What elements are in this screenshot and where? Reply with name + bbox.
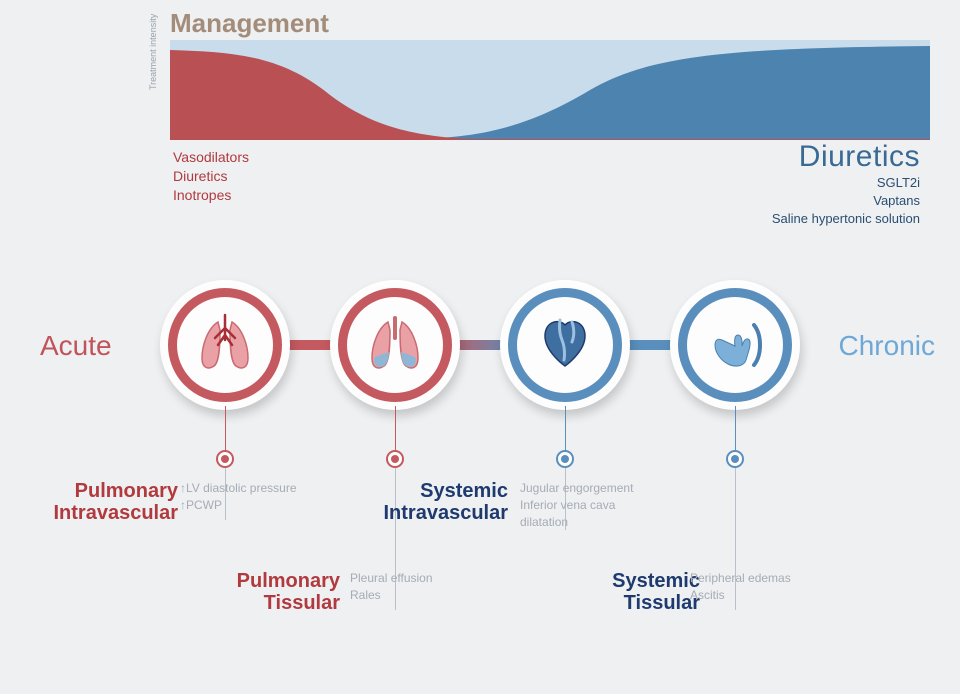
lungs-vascular-icon — [190, 310, 260, 380]
node-pulmonary-intravascular — [160, 280, 290, 410]
drop-line-pulmonary-intravascular — [225, 406, 226, 454]
drop-line-systemic-intravascular — [565, 406, 566, 454]
node-pulmonary-tissular — [330, 280, 460, 410]
y-axis-label: Treatment intensity — [148, 14, 158, 90]
node-systemic-intravascular — [500, 280, 630, 410]
management-area-chart — [170, 40, 930, 140]
acute-label: Acute — [40, 330, 112, 362]
label-pulmonary-tissular: PulmonaryTissular — [190, 570, 340, 614]
left-medications: Vasodilators Diuretics Inotropes — [173, 148, 249, 205]
right-medications: Diuretics SGLT2i Vaptans Saline hyperton… — [772, 140, 920, 229]
bullet-systemic-tissular — [726, 450, 744, 468]
desc-systemic-tissular: Peripheral edemasAscitis — [690, 570, 791, 604]
label-systemic-tissular: SystemicTissular — [550, 570, 700, 614]
desc-pulmonary-tissular: Pleural effusionRales — [350, 570, 433, 604]
drop-line-systemic-tissular — [735, 406, 736, 454]
drop-line-pulmonary-tissular — [395, 406, 396, 454]
label-pulmonary-intravascular: PulmonaryIntravascular — [28, 480, 178, 524]
chart-title: Management — [170, 8, 329, 39]
chronic-label: Chronic — [839, 330, 935, 362]
hand-icon — [700, 310, 770, 380]
bullet-pulmonary-tissular — [386, 450, 404, 468]
desc-pulmonary-intravascular: ↑LV diastolic pressure↑PCWP — [180, 480, 297, 514]
heart-icon — [530, 310, 600, 380]
lungs-fluid-icon — [360, 310, 430, 380]
desc-systemic-intravascular: Jugular engorgementInferior vena cava di… — [520, 480, 640, 530]
bullet-systemic-intravascular — [556, 450, 574, 468]
label-systemic-intravascular: SystemicIntravascular — [358, 480, 508, 524]
node-systemic-tissular — [670, 280, 800, 410]
bullet-pulmonary-intravascular — [216, 450, 234, 468]
